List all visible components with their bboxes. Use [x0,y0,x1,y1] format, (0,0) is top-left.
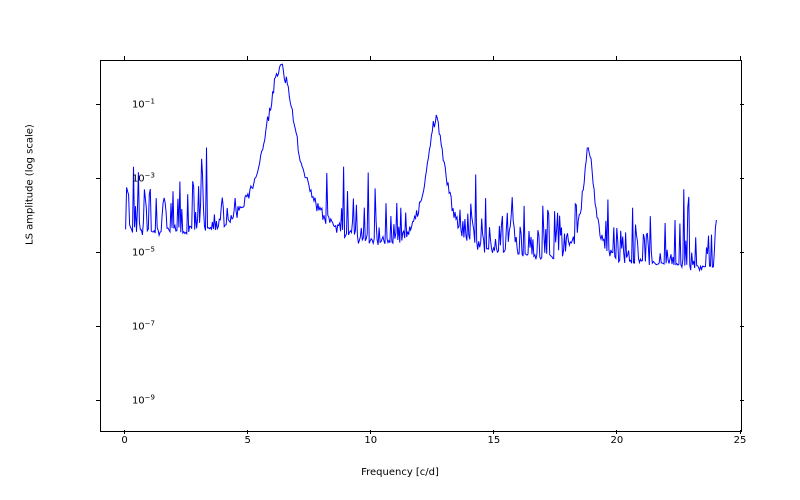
y-tick-mark [96,252,100,253]
y-tick-mark [96,400,100,401]
x-tick-label: 15 [487,435,500,446]
x-tick-mark [247,56,248,60]
y-tick-label: 10−7 [132,320,155,333]
x-tick-mark [740,56,741,60]
y-tick-label: 10−9 [132,394,155,407]
x-tick-mark [740,430,741,434]
x-tick-label: 0 [121,435,127,446]
y-tick-mark [96,178,100,179]
y-tick-mark [96,326,100,327]
periodogram-chart [101,61,741,431]
figure-container: LS amplitude (log scale) Frequency [c/d]… [0,0,800,500]
y-tick-mark [740,326,744,327]
x-tick-mark [493,56,494,60]
x-tick-mark [370,430,371,434]
y-tick-mark [740,104,744,105]
x-tick-mark [124,430,125,434]
y-tick-label: 10−3 [132,172,155,185]
x-tick-label: 5 [245,435,251,446]
y-tick-mark [740,400,744,401]
x-tick-mark [247,430,248,434]
x-tick-mark [616,430,617,434]
x-tick-mark [493,430,494,434]
x-tick-label: 10 [364,435,377,446]
x-tick-label: 25 [734,435,747,446]
x-tick-mark [616,56,617,60]
spectrum-line [126,64,717,270]
plot-area [100,60,742,432]
y-axis-label: LS amplitude (log scale) [25,124,36,245]
y-tick-mark [740,178,744,179]
x-tick-mark [370,56,371,60]
x-tick-label: 20 [611,435,624,446]
y-tick-mark [740,252,744,253]
y-tick-label: 10−1 [132,98,155,111]
x-tick-mark [124,56,125,60]
y-tick-mark [96,104,100,105]
y-tick-label: 10−5 [132,246,155,259]
x-axis-label: Frequency [c/d] [361,467,439,478]
